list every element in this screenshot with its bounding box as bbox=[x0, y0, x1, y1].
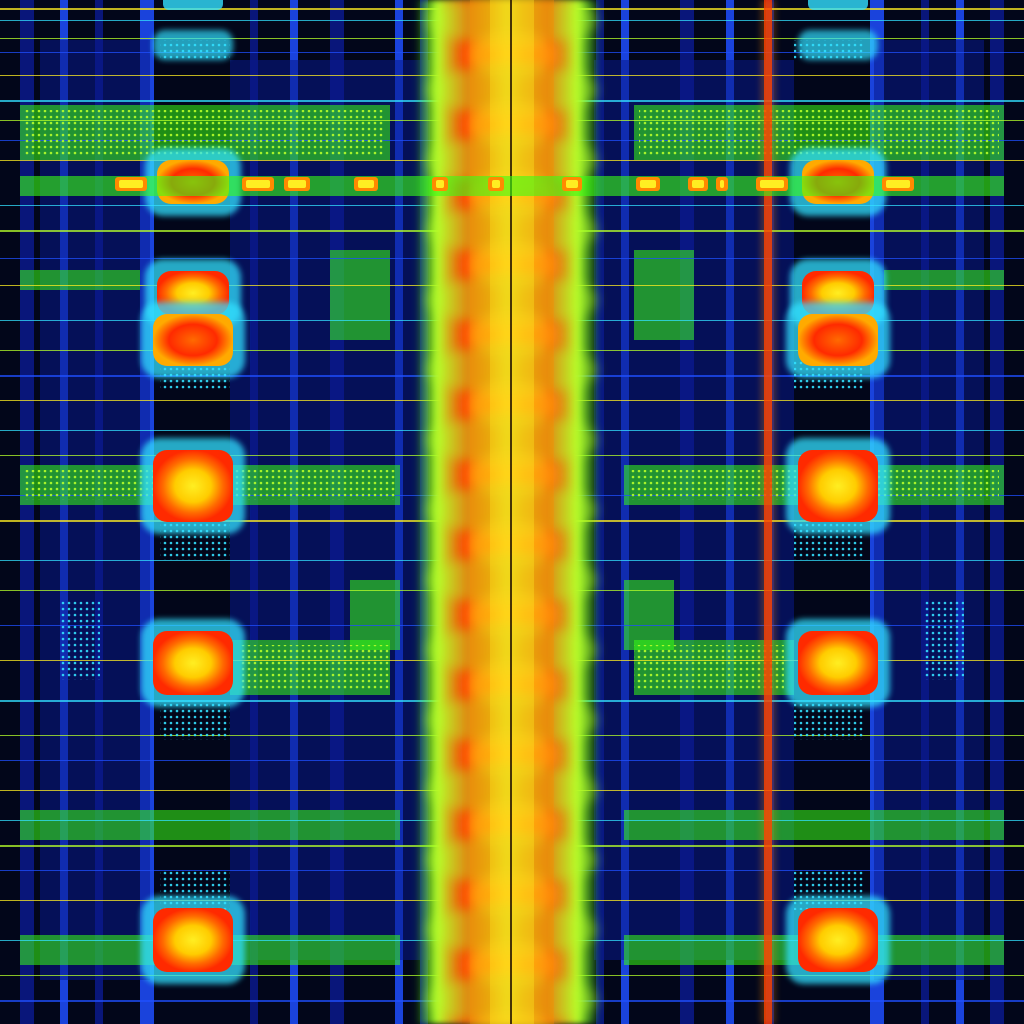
hot-node bbox=[798, 631, 878, 695]
signal-pad-core bbox=[288, 180, 306, 188]
node-halo bbox=[808, 0, 868, 10]
hot-node bbox=[153, 450, 233, 522]
dot-matrix bbox=[634, 645, 784, 690]
signal-pad-core bbox=[640, 180, 656, 188]
green-block bbox=[350, 580, 400, 650]
green-block bbox=[624, 810, 1004, 840]
signal-pad-core bbox=[246, 180, 270, 188]
hot-node bbox=[153, 631, 233, 695]
signal-pad-core bbox=[692, 180, 704, 188]
signal-bar bbox=[20, 176, 1004, 196]
hot-node bbox=[798, 314, 878, 366]
signal-pad-core bbox=[760, 180, 784, 188]
red-trace-glow bbox=[760, 0, 776, 1024]
hot-node bbox=[153, 908, 233, 972]
dot-matrix bbox=[25, 110, 385, 155]
signal-pad-core bbox=[886, 180, 910, 188]
signal-pad-core bbox=[436, 180, 444, 188]
node-halo bbox=[798, 30, 878, 60]
green-block bbox=[634, 250, 694, 340]
hot-node bbox=[153, 314, 233, 366]
blue-column bbox=[990, 0, 1004, 1024]
hot-node bbox=[798, 908, 878, 972]
node-halo bbox=[153, 30, 233, 60]
blue-column bbox=[20, 0, 34, 1024]
hot-node-layer bbox=[141, 0, 890, 984]
dot-matrix-layer bbox=[25, 40, 999, 910]
green-block bbox=[20, 810, 400, 840]
dot-matrix bbox=[639, 110, 999, 155]
green-block bbox=[330, 250, 390, 340]
green-block bbox=[20, 270, 140, 290]
central-hot-band bbox=[415, 0, 776, 1024]
signal-pad-core bbox=[566, 180, 578, 188]
hot-node bbox=[798, 450, 878, 522]
green-block bbox=[884, 270, 1004, 290]
node-halo bbox=[163, 0, 223, 10]
signal-pad-core bbox=[358, 180, 374, 188]
dot-matrix bbox=[60, 600, 100, 680]
green-block bbox=[624, 580, 674, 650]
signal-pad-core bbox=[492, 180, 500, 188]
dot-matrix bbox=[240, 645, 390, 690]
signal-pad-core bbox=[119, 180, 143, 188]
signal-pad-core bbox=[720, 180, 724, 188]
core-seam bbox=[510, 0, 512, 1024]
dot-matrix bbox=[924, 600, 964, 680]
upper-signal-bar bbox=[20, 176, 1004, 196]
